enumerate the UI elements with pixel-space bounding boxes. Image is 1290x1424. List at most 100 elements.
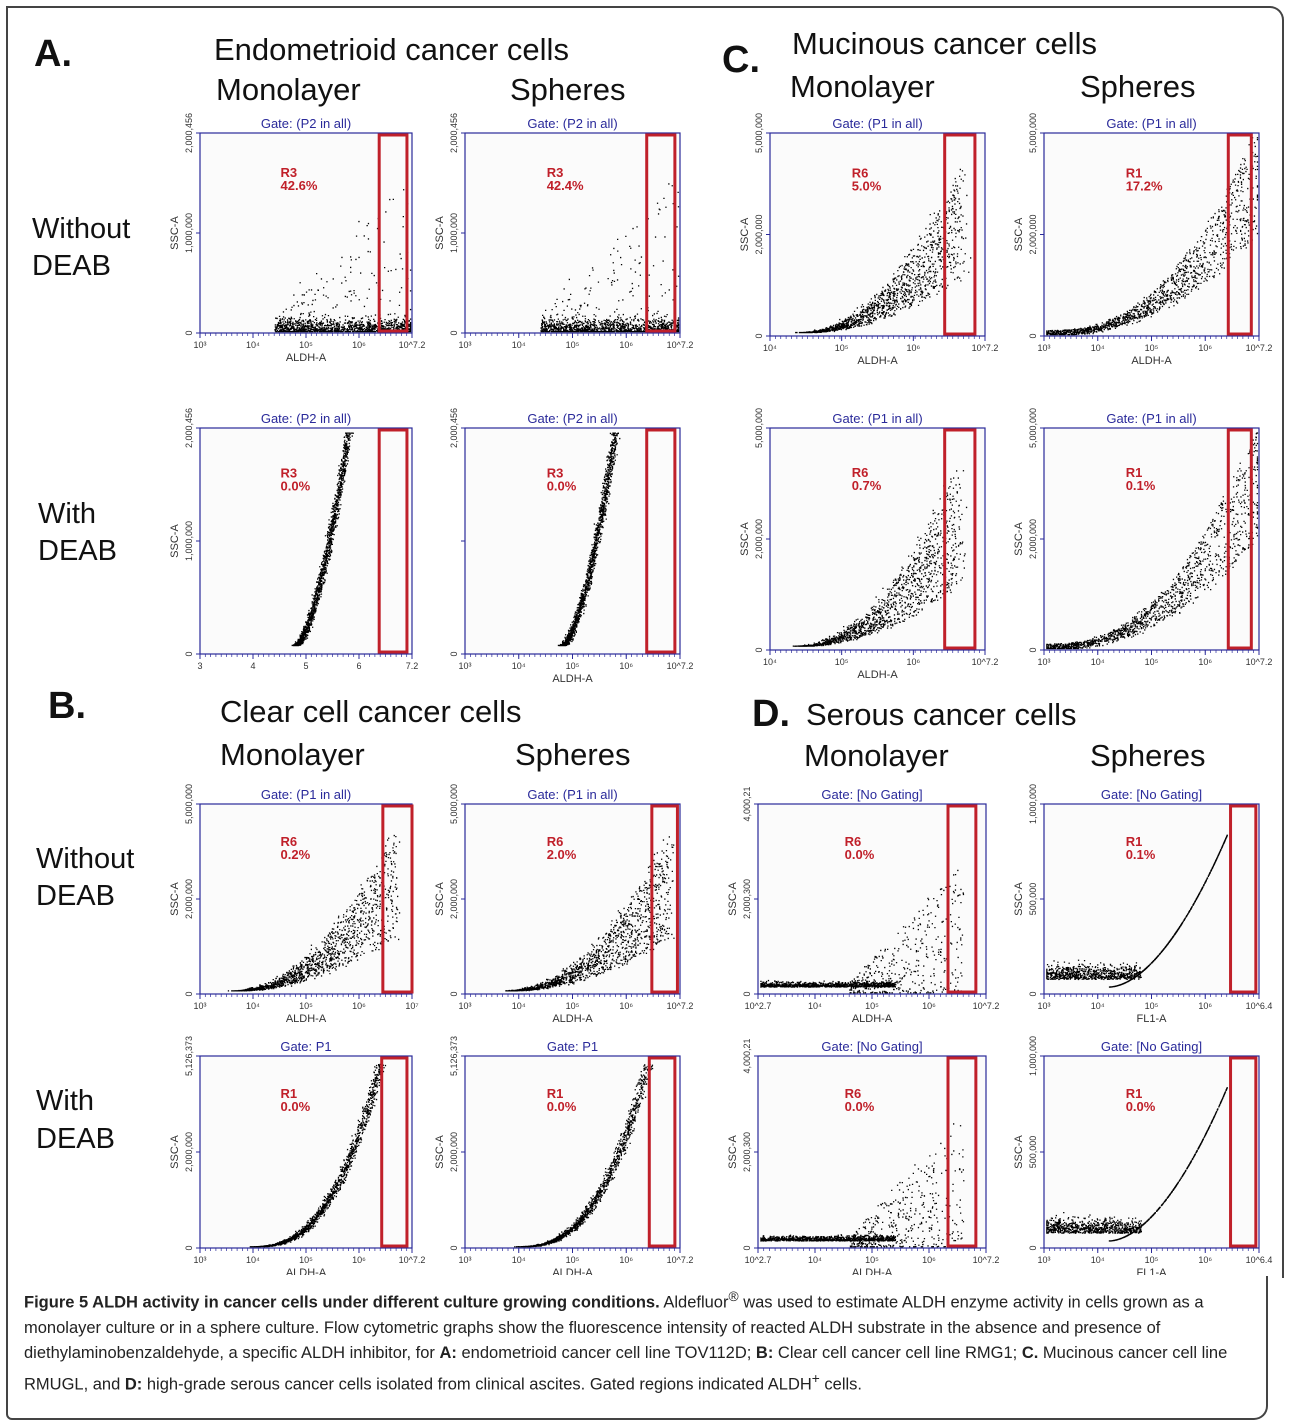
- region-percent: 0.0%: [547, 1099, 577, 1114]
- scatter-points: [249, 1063, 387, 1248]
- gate-region: [380, 1056, 409, 1248]
- caption-label: Figure 5 ALDH activity in cancer cells u…: [24, 1293, 660, 1312]
- y-tick-label: 500,000: [1028, 1136, 1038, 1169]
- x-tick-label: 10⁶: [1198, 1255, 1212, 1265]
- scatter-plot-D3: Gate: [No Gating] R60.0% 10^2.7 10⁴ 10⁵ 10⁶ 10…: [727, 1038, 999, 1275]
- gate-region: [946, 804, 978, 994]
- plot-frame: [769, 427, 986, 651]
- x-tick-label: 10⁴: [512, 661, 526, 671]
- region-percent: 0.0%: [547, 479, 577, 494]
- region-name: R6: [852, 465, 869, 480]
- point-cloud: [557, 432, 621, 647]
- y-axis-label: SSC-A: [1013, 217, 1025, 251]
- x-tick-label: 7.2: [406, 661, 419, 671]
- panel-b-col2: Spheres: [515, 737, 630, 772]
- y-tick-label: 5,000,000: [184, 784, 194, 824]
- x-tick-label: 10⁴: [1091, 1255, 1105, 1265]
- y-tick-label: 0: [1028, 647, 1038, 652]
- caption-c-label: C.: [1021, 1343, 1039, 1362]
- y-tick-label: 2,000,300: [742, 1132, 752, 1172]
- y-tick-label: 5,000,000: [1028, 113, 1038, 153]
- gate-title: Gate: (P1 in all): [1106, 116, 1196, 131]
- gate-region: [1226, 133, 1253, 336]
- x-tick-label: 10³: [458, 1255, 471, 1265]
- region-percent: 0.1%: [1126, 847, 1156, 862]
- x-tick-label: 10³: [458, 1001, 471, 1011]
- x-tick-label: 10⁶: [352, 1001, 366, 1011]
- x-tick-label: 10⁴: [512, 1255, 526, 1265]
- y-tick-label: 0: [449, 1245, 459, 1250]
- figure-canvas: A. Endometrioid cancer cells Monolayer S…: [32, 26, 1272, 1275]
- region-percent: 42.4%: [547, 178, 584, 193]
- caption-end: cells.: [819, 1375, 863, 1393]
- gate-region: [381, 804, 414, 994]
- x-tick-label: 10⁴: [763, 343, 777, 353]
- y-axis-label: SSC-A: [169, 882, 181, 916]
- y-tick-label: 0: [449, 330, 459, 335]
- y-tick-label: 2,000,000: [1028, 519, 1038, 559]
- y-tick-label: 0: [184, 330, 194, 335]
- y-tick-label: 0: [742, 1245, 752, 1250]
- panel-title-c: Mucinous cancer cells: [792, 26, 1097, 61]
- x-tick-label: 10⁵: [299, 1001, 313, 1011]
- x-axis-label: ALDH-A: [286, 352, 327, 364]
- point-cloud: [514, 1064, 654, 1248]
- panel-title-a: Endometrioid cancer cells: [214, 32, 569, 67]
- gate-region: [1229, 804, 1258, 994]
- y-tick-label: 1,000,000: [1028, 1036, 1038, 1076]
- x-tick-label: 10⁵: [566, 661, 580, 671]
- y-tick-label: 4,000,21: [742, 1038, 752, 1073]
- y-axis-label: SSC-A: [169, 1135, 181, 1169]
- gate-region: [647, 1056, 677, 1248]
- x-tick-label: 10⁷: [405, 1001, 418, 1011]
- point-cloud: [227, 834, 401, 992]
- point-cloud: [1046, 1087, 1228, 1242]
- panel-letter-c: C.: [722, 39, 760, 81]
- gate-title: Gate: [No Gating]: [1101, 1039, 1202, 1054]
- caption-a-text: endometrioid cancer cell line TOV112D;: [456, 1343, 756, 1362]
- plot-frame: [1043, 1055, 1260, 1249]
- x-axis-label: ALDH-A: [286, 1267, 327, 1275]
- y-tick-label: 2,000,000: [1028, 214, 1038, 254]
- y-axis-label: SSC-A: [169, 216, 181, 250]
- x-tick-label: 10⁵: [299, 340, 313, 350]
- point-cloud: [1046, 834, 1228, 988]
- x-tick-label: 4: [250, 661, 255, 671]
- x-tick-label: 10^6.4: [1246, 1001, 1273, 1011]
- region-name: R1: [1126, 834, 1143, 849]
- region-percent: 0.0%: [1126, 1099, 1156, 1114]
- y-tick-label: 5,000,000: [754, 408, 764, 448]
- y-tick-label: 0: [742, 991, 752, 996]
- scatter-plot-D2: Gate: [No Gating] R10.1% 10³ 10⁴ 10⁵ 10⁶ 10^6.…: [1013, 784, 1272, 1025]
- y-tick-label: 2,000,456: [184, 408, 194, 448]
- region-name: R3: [281, 466, 298, 481]
- scatter-plot-B2: Gate: (P1 in all) R62.0% 10³ 10⁴ 10⁵ 10⁶ 10^7.…: [434, 784, 693, 1025]
- scatter-plot-C1: Gate: (P1 in all) R65.0% 10⁴ 10⁵ 10⁶ 10^7.2 0 2…: [739, 113, 998, 367]
- scatter-plot-D1: Gate: [No Gating] R60.0% 10^2.7 10⁴ 10⁵ 10⁶ 10…: [727, 786, 999, 1025]
- y-tick-label: 5,126,373: [184, 1036, 194, 1076]
- panel-c-col1: Monolayer: [790, 69, 935, 104]
- x-tick-label: 10^7.2: [399, 340, 426, 350]
- plot-frame: [464, 803, 681, 995]
- row-label-without-a-2: DEAB: [32, 250, 111, 282]
- region-name: R6: [845, 1086, 862, 1101]
- y-tick-label: 2,000,456: [184, 113, 194, 153]
- row-label-without-b-1: Without: [36, 843, 134, 875]
- caption-d-text: high-grade serous cancer cells isolated …: [142, 1375, 812, 1393]
- gate-title: Gate: (P1 in all): [261, 787, 351, 802]
- gate-title: Gate: (P2 in all): [527, 411, 617, 426]
- y-tick-label: 0: [1028, 333, 1038, 338]
- x-tick-label: 10³: [193, 1001, 206, 1011]
- gate-title: Gate: (P2 in all): [527, 116, 617, 131]
- y-axis-label: SSC-A: [169, 524, 181, 558]
- plot-frame: [1043, 427, 1260, 651]
- gate-region: [377, 428, 409, 654]
- caption-text1: Aldefluor: [659, 1293, 729, 1312]
- y-axis-label: SSC-A: [434, 1135, 446, 1169]
- gate-title: Gate: (P1 in all): [527, 787, 617, 802]
- scatter-plot-C3: Gate: (P1 in all) R60.7% 10⁴ 10⁵ 10⁶ 10^7.2 0 2…: [739, 408, 998, 681]
- plot-frame: [464, 427, 681, 655]
- gate-title: Gate: [No Gating]: [821, 787, 922, 802]
